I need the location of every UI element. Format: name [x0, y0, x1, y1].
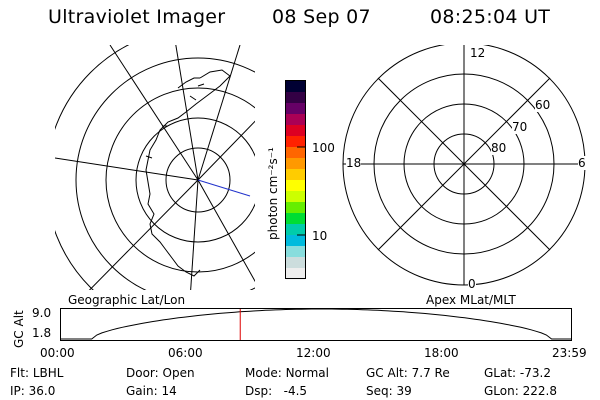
- colorbar-segment: [286, 202, 305, 214]
- mlat-70-label: 70: [512, 120, 528, 134]
- colorbar-unit-label: photon cm⁻²s⁻¹: [266, 147, 280, 240]
- mlt-6-label: 6: [578, 156, 586, 170]
- meridian: [175, 45, 199, 181]
- altitude-ytick-max: 9.0: [32, 306, 52, 320]
- mlat-60-label: 60: [535, 98, 551, 112]
- coastline-peninsula: [177, 77, 200, 89]
- colorbar-segment: [286, 268, 305, 280]
- meridian: [88, 179, 199, 290]
- info-gc-alt: GC Alt: 7.7 Re: [366, 366, 450, 380]
- colorbar-segment: [286, 114, 305, 126]
- colorbar-tick-10: 10: [312, 229, 328, 243]
- colorbar-segment: [286, 158, 305, 170]
- mlt-18-label: 18: [346, 156, 362, 170]
- altitude-ylabel: GC Alt: [12, 310, 26, 348]
- colorbar-segment: [286, 191, 305, 203]
- altitude-xtick-4: 23:59: [552, 346, 587, 360]
- altitude-plot: [60, 308, 572, 341]
- lat-circle: [135, 117, 255, 243]
- info-mode: Mode: Normal: [245, 366, 329, 380]
- meridian: [197, 179, 255, 283]
- colorbar-segment: [286, 224, 305, 236]
- altitude-ytick-min: 1.8: [32, 326, 52, 340]
- altitude-xtick-2: 12:00: [296, 346, 331, 360]
- meridian: [55, 157, 199, 181]
- mlat-80-label: 80: [491, 141, 507, 155]
- info-flt: Flt: LBHL: [10, 366, 64, 380]
- coastline: [145, 69, 231, 277]
- colorbar: [285, 80, 306, 280]
- info-gain: Gain: 14: [126, 384, 177, 398]
- info-glat: GLat: -73.2: [484, 366, 551, 380]
- colorbar-segment: [286, 136, 305, 148]
- meridian: [190, 179, 199, 290]
- info-seq: Seq: 39: [366, 384, 412, 398]
- colorbar-segment: [286, 169, 305, 181]
- info-glon: GLon: 222.8: [484, 384, 557, 398]
- meridian: [197, 120, 255, 181]
- lat-circle: [75, 57, 255, 290]
- meridian: [197, 45, 241, 181]
- colorbar-segment: [286, 246, 305, 258]
- lat-circle: [165, 147, 231, 213]
- date-label: 08 Sep 07: [272, 6, 371, 28]
- mlt-12-label: 12: [470, 46, 486, 60]
- altitude-frame: [60, 308, 572, 341]
- altitude-xtick-0: 00:00: [40, 346, 75, 360]
- info-door: Door: Open: [126, 366, 195, 380]
- colorbar-segment: [286, 235, 305, 247]
- info-dsp: Dsp: -4.5: [245, 384, 308, 398]
- meridian: [109, 45, 199, 181]
- colorbar-segment: [286, 125, 305, 137]
- colorbar-segment: [286, 180, 305, 192]
- colorbar-segment: [286, 257, 305, 269]
- colorbar-segment: [286, 92, 305, 104]
- mlt-0-label: 0: [468, 277, 476, 291]
- altitude-xtick-1: 06:00: [168, 346, 203, 360]
- mlt-line: [377, 77, 551, 251]
- info-ip: IP: 36.0: [10, 384, 56, 398]
- colorbar-segment: [286, 213, 305, 225]
- colorbar-segment: [286, 147, 305, 159]
- time-label: 08:25:04 UT: [430, 6, 551, 28]
- colorbar-tick-100: 100: [312, 141, 335, 155]
- instrument-title: Ultraviolet Imager: [48, 6, 226, 28]
- geographic-panel-label: Geographic Lat/Lon: [68, 293, 186, 307]
- sun-direction-line: [197, 179, 251, 197]
- colorbar-segment: [286, 81, 305, 93]
- altitude-xtick-3: 18:00: [424, 346, 459, 360]
- colorbar-frame: [285, 80, 306, 279]
- colorbar-segment: [286, 103, 305, 115]
- magnetic-panel-label: Apex MLat/MLT: [426, 293, 516, 307]
- magnetic-polar-plot: [342, 45, 586, 286]
- altitude-curve: [61, 308, 572, 340]
